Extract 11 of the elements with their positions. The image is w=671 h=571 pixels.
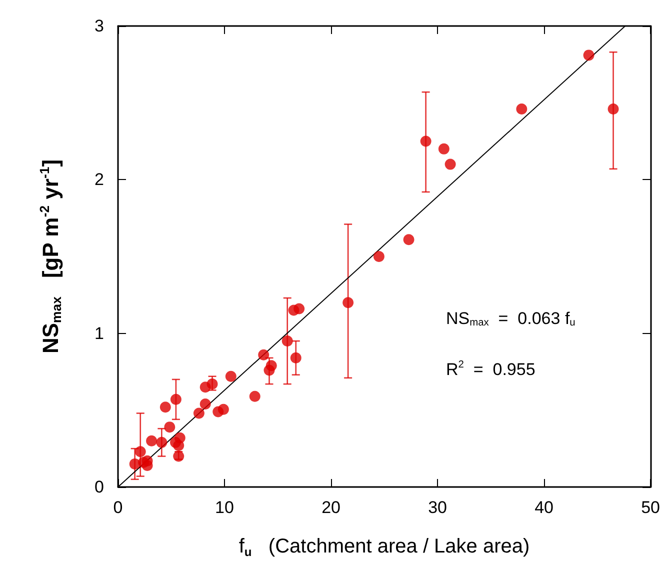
x-tick-label: 50 (641, 498, 660, 517)
text: NSmax [gP m-2 yr-1] (36, 159, 64, 354)
x-tick-label: 10 (215, 498, 234, 517)
x-tick-label: 30 (428, 498, 447, 517)
x-tick-label: 20 (322, 498, 340, 517)
y-tick-label: 2 (94, 170, 104, 190)
y-tick-label: 3 (94, 16, 104, 36)
x-tick-label: 0 (113, 498, 123, 517)
y-tick-label: 0 (94, 478, 104, 496)
x-tick-label: 40 (534, 498, 554, 517)
y-tick-label: 1 (94, 324, 104, 343)
